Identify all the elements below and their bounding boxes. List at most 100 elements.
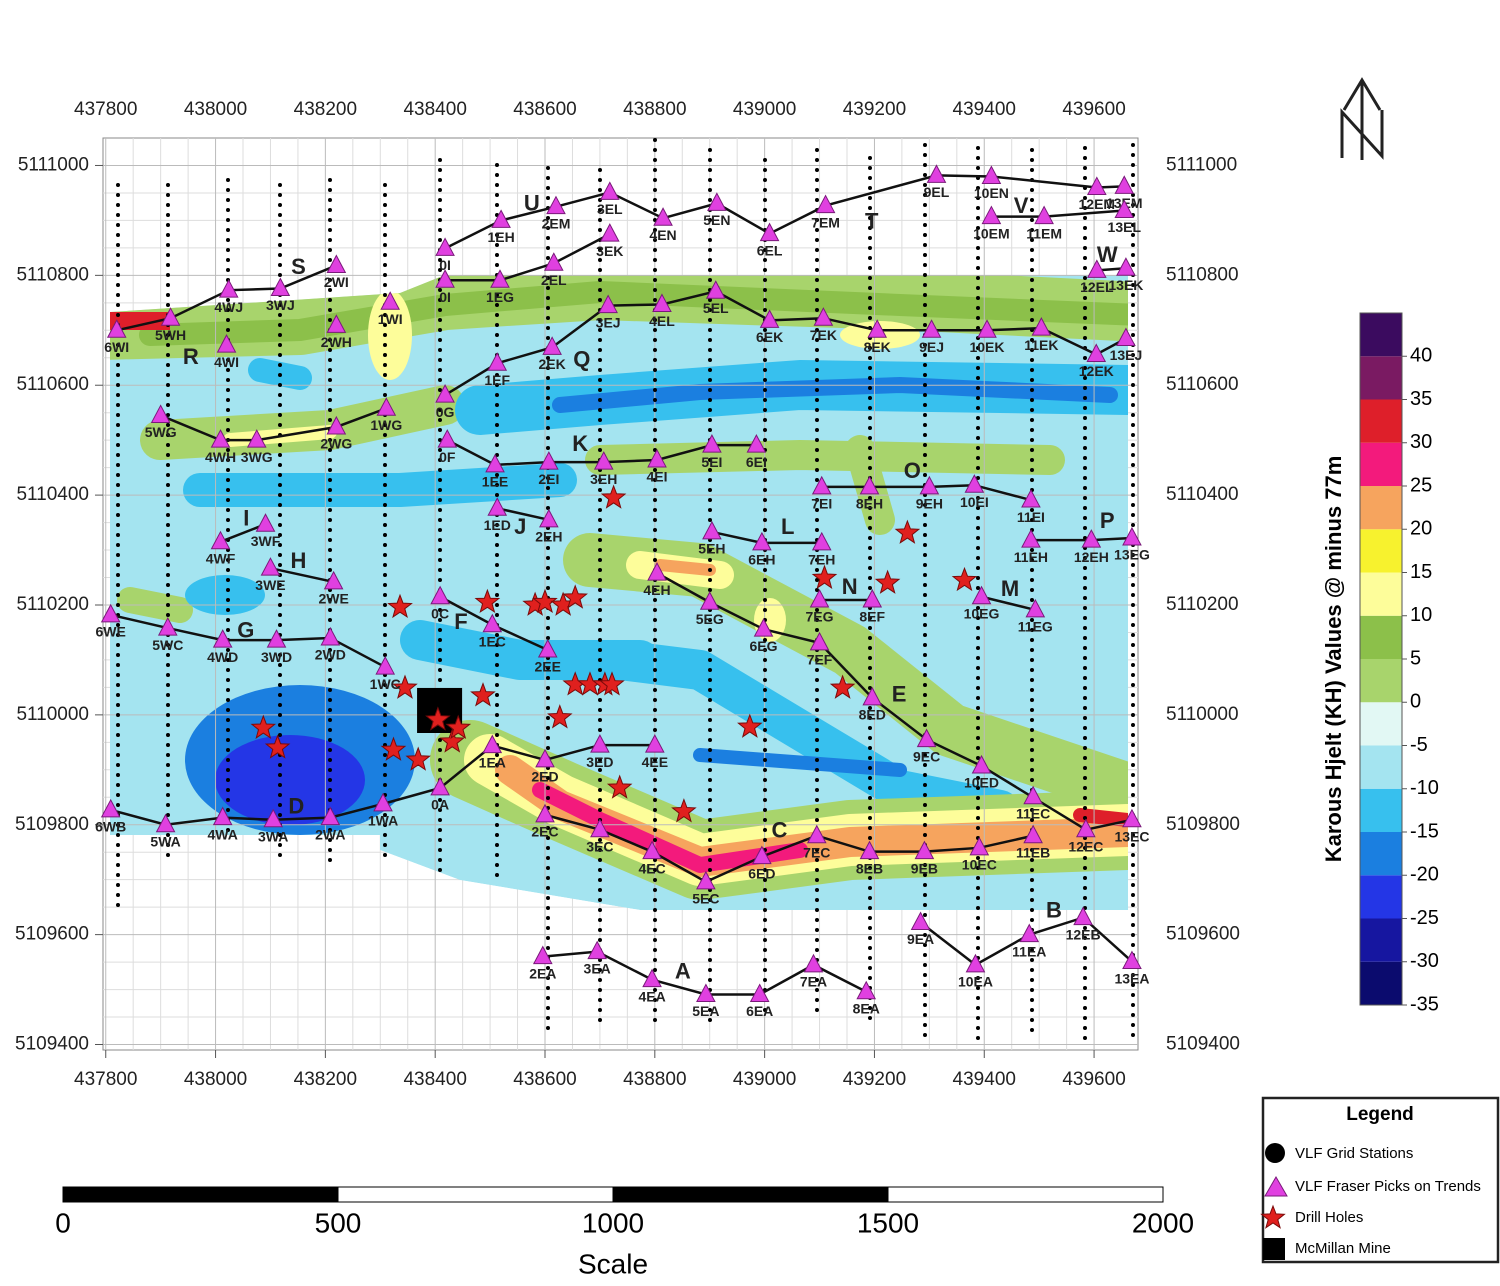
colorbar-band <box>1360 961 1402 1005</box>
fraser-pick <box>862 588 883 608</box>
pick-label: 3WF <box>251 533 281 549</box>
drill-hole <box>811 564 838 589</box>
colorbar-tick-label: 30 <box>1410 431 1432 453</box>
fraser-pick <box>435 384 455 403</box>
fraser-pick <box>642 840 662 860</box>
x-tick-label-top: 438000 <box>184 99 247 120</box>
y-tick-label-right: 5110000 <box>1166 704 1239 725</box>
trend-letter: P <box>1100 508 1115 533</box>
pick-label: 13EL <box>1108 219 1142 235</box>
fraser-pick <box>647 562 667 581</box>
fraser-pick <box>809 588 830 608</box>
fraser-pick <box>535 748 555 768</box>
drill-hole <box>445 714 472 739</box>
pick-label: 3WA <box>258 829 288 845</box>
colorbar-band <box>1360 875 1402 919</box>
pick-label: 10ED <box>964 775 999 791</box>
fraser-pick <box>599 223 620 242</box>
pick-label: 5WA <box>150 833 180 849</box>
pick-label: 2EC <box>531 824 558 840</box>
trend-letter: Q <box>573 346 590 371</box>
y-tick-label-right: 5110800 <box>1166 264 1239 285</box>
fraser-pick <box>759 309 780 328</box>
x-tick-label: 439600 <box>1062 1069 1125 1090</box>
colorbar-band <box>1360 659 1402 703</box>
pick-label: 1WG <box>370 417 402 433</box>
pick-label: 7EM <box>811 214 840 230</box>
map-marks: 437800 437800 438000 438000 438200 438200 4384… <box>15 99 1439 1238</box>
fraser-pick <box>532 945 553 965</box>
colorbar-band <box>1360 572 1402 616</box>
pick-label: 0A <box>431 797 449 813</box>
pick-label: 4EC <box>638 860 665 876</box>
pick-label: 3EJ <box>596 314 621 330</box>
pick-label: 12EK <box>1079 363 1114 379</box>
y-tick-label-right: 5109400 <box>1166 1034 1240 1055</box>
y-tick-label-right: 5111000 <box>1166 154 1237 175</box>
drill-hole <box>387 593 413 619</box>
pick-label: 1WC <box>370 676 401 692</box>
colorbar-tick-label: -30 <box>1410 950 1439 972</box>
x-tick-label-top: 438600 <box>513 99 576 120</box>
drill-hole <box>470 682 496 707</box>
x-tick-label: 437800 <box>74 1069 137 1090</box>
colorbar-title: Karous Hjelt (KH) Values @ minus 77m <box>1321 456 1346 863</box>
fraser-pick <box>539 508 559 528</box>
x-tick-label: 439200 <box>843 1069 906 1090</box>
pick-label: 6ED <box>748 865 775 881</box>
drill-hole <box>250 714 277 739</box>
drill-hole <box>600 484 627 509</box>
pick-label: 1EF <box>484 372 510 388</box>
fraser-pick <box>106 319 127 338</box>
pick-label: 5EC <box>692 891 719 907</box>
pick-label: 10EG <box>964 605 1000 621</box>
pick-label: 9EJ <box>919 339 944 355</box>
fraser-pick <box>487 497 508 516</box>
drill-hole <box>951 566 978 592</box>
colorbar-band <box>1360 313 1402 357</box>
pick-label: 3WJ <box>266 297 295 313</box>
fraser-pick <box>323 570 344 590</box>
x-tick-label: 438800 <box>623 1069 686 1090</box>
trend-letter: C <box>772 818 788 843</box>
pick-label: 2EM <box>542 215 571 231</box>
pick-label: 4EI <box>647 469 668 485</box>
fraser-pick <box>702 434 722 453</box>
y-tick-label-right: 5110200 <box>1166 594 1239 615</box>
fraser-pick <box>914 840 935 860</box>
fraser-pick <box>811 475 832 495</box>
trend-letter: M <box>1001 576 1019 601</box>
pick-label: 1WI <box>378 311 403 327</box>
trend-letter: D <box>288 794 304 819</box>
scale-label: 1000 <box>582 1207 644 1238</box>
fraser-pick <box>1021 529 1041 548</box>
colorbar-band <box>1360 918 1402 962</box>
pick-label: 3WG <box>241 449 273 465</box>
pick-label: 13EC <box>1114 829 1149 845</box>
pick-label: 2WA <box>315 826 345 842</box>
colorbar-band <box>1360 788 1402 832</box>
y-tick-label: 5109600 <box>15 924 89 945</box>
pick-label: 5EH <box>698 541 725 557</box>
fraser-pick <box>100 798 121 818</box>
fraser-pick <box>598 294 618 314</box>
pick-label: 8EK <box>864 339 891 355</box>
pick-label: 0F <box>439 449 456 465</box>
fraser-pick <box>753 618 774 637</box>
colorbar-tick-label: 20 <box>1410 518 1432 540</box>
pick-label: 2EL <box>541 272 567 288</box>
trend-letter: U <box>524 190 540 215</box>
fraser-pick <box>1081 529 1102 548</box>
pick-label: 4WA <box>208 826 238 842</box>
fraser-pick <box>1086 259 1107 278</box>
legend-pick-symbol <box>1264 1176 1288 1197</box>
fraser-pick <box>926 164 947 183</box>
fraser-pick <box>653 207 673 226</box>
fraser-pick <box>1086 343 1107 362</box>
pick-label: 8ED <box>859 707 886 723</box>
pick-label: 0C <box>431 605 449 621</box>
pick-label: 0G <box>436 404 455 420</box>
pick-label: 13EG <box>1114 547 1150 563</box>
trend-letter: N <box>842 574 858 599</box>
fraser-pick <box>1076 818 1096 838</box>
